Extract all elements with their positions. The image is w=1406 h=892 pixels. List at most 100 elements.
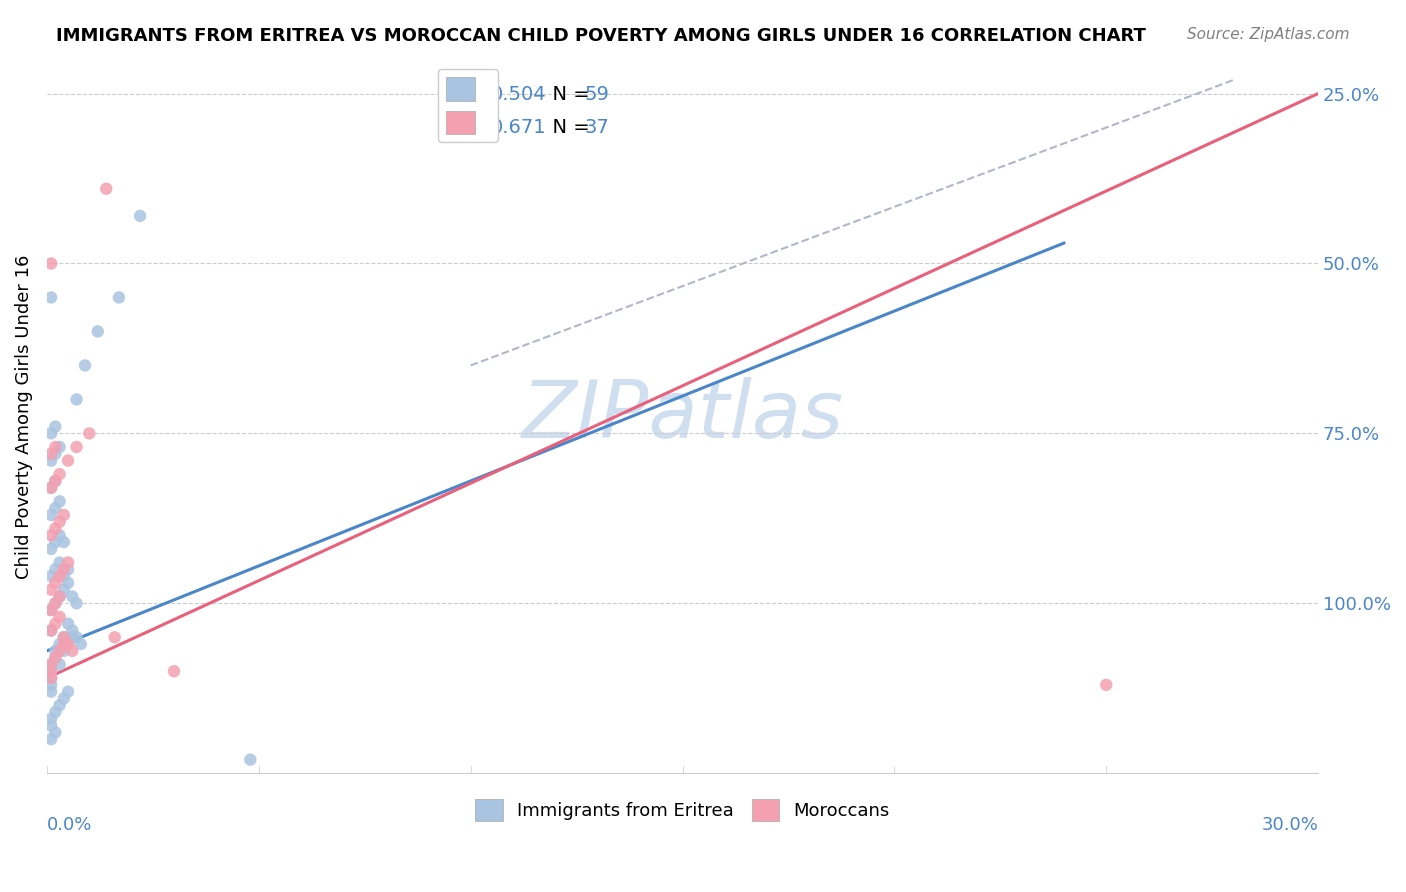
Point — [44, 650, 66, 665]
Point — [48, 569, 70, 583]
Point — [39, 732, 62, 747]
Point — [39, 256, 62, 270]
Point — [48, 556, 70, 570]
Point — [39, 712, 62, 726]
Text: ZIPatlas: ZIPatlas — [522, 377, 844, 456]
Point — [39, 671, 62, 685]
Point — [39, 665, 62, 679]
Point — [39, 453, 62, 467]
Point — [44, 596, 66, 610]
Point — [239, 753, 262, 767]
Point — [52, 535, 75, 549]
Point — [44, 616, 66, 631]
Point — [39, 624, 62, 638]
Point — [48, 657, 70, 672]
Point — [77, 426, 100, 441]
Text: N =: N = — [540, 118, 596, 137]
Point — [56, 575, 79, 590]
Point — [52, 508, 75, 522]
Point — [44, 501, 66, 516]
Point — [73, 359, 96, 373]
Point — [56, 556, 79, 570]
Point — [108, 290, 131, 304]
Point — [44, 575, 66, 590]
Text: Source: ZipAtlas.com: Source: ZipAtlas.com — [1187, 27, 1350, 42]
Point — [44, 596, 66, 610]
Point — [48, 637, 70, 651]
Point — [39, 671, 62, 685]
Point — [39, 569, 62, 583]
Text: IMMIGRANTS FROM ERITREA VS MOROCCAN CHILD POVERTY AMONG GIRLS UNDER 16 CORRELATI: IMMIGRANTS FROM ERITREA VS MOROCCAN CHIL… — [56, 27, 1146, 45]
Point — [39, 290, 62, 304]
Point — [60, 590, 83, 604]
Point — [96, 182, 118, 196]
Point — [48, 467, 70, 482]
Point — [39, 528, 62, 542]
Point — [44, 447, 66, 461]
Point — [52, 562, 75, 576]
Point — [39, 481, 62, 495]
Point — [65, 596, 87, 610]
Point — [44, 644, 66, 658]
Text: 0.671: 0.671 — [491, 118, 546, 137]
Text: 59: 59 — [585, 85, 610, 103]
Point — [52, 582, 75, 597]
Text: 0.504: 0.504 — [491, 85, 546, 103]
Point — [39, 684, 62, 698]
Point — [87, 325, 110, 339]
Point — [52, 630, 75, 644]
Point — [48, 528, 70, 542]
Text: 37: 37 — [585, 118, 609, 137]
Text: N =: N = — [540, 85, 596, 103]
Point — [56, 616, 79, 631]
Point — [104, 630, 127, 644]
Legend: Immigrants from Eritrea, Moroccans: Immigrants from Eritrea, Moroccans — [468, 792, 897, 829]
Point — [60, 644, 83, 658]
Point — [56, 562, 79, 576]
Point — [163, 665, 186, 679]
Point — [56, 637, 79, 651]
Text: 30.0%: 30.0% — [1261, 816, 1319, 834]
Point — [1095, 678, 1118, 692]
Point — [52, 691, 75, 706]
Point — [56, 684, 79, 698]
Point — [48, 515, 70, 529]
Point — [39, 447, 62, 461]
Point — [39, 624, 62, 638]
Point — [44, 440, 66, 454]
Point — [60, 630, 83, 644]
Point — [44, 474, 66, 488]
Point — [39, 665, 62, 679]
Point — [60, 624, 83, 638]
Point — [44, 522, 66, 536]
Point — [48, 698, 70, 713]
Point — [39, 603, 62, 617]
Point — [39, 657, 62, 672]
Y-axis label: Child Poverty Among Girls Under 16: Child Poverty Among Girls Under 16 — [15, 254, 32, 579]
Point — [48, 644, 70, 658]
Point — [52, 630, 75, 644]
Point — [52, 569, 75, 583]
Point — [39, 678, 62, 692]
Point — [65, 440, 87, 454]
Point — [69, 637, 91, 651]
Point — [48, 494, 70, 508]
Point — [44, 535, 66, 549]
Point — [39, 508, 62, 522]
Point — [129, 209, 152, 223]
Point — [39, 718, 62, 732]
Text: R =: R = — [447, 85, 489, 103]
Point — [44, 725, 66, 739]
Point — [44, 474, 66, 488]
Point — [44, 705, 66, 719]
Point — [65, 392, 87, 407]
Point — [44, 650, 66, 665]
Point — [48, 590, 70, 604]
Point — [44, 562, 66, 576]
Point — [39, 582, 62, 597]
Point — [39, 541, 62, 556]
Point — [44, 419, 66, 434]
Point — [48, 440, 70, 454]
Text: 0.0%: 0.0% — [46, 816, 93, 834]
Point — [65, 630, 87, 644]
